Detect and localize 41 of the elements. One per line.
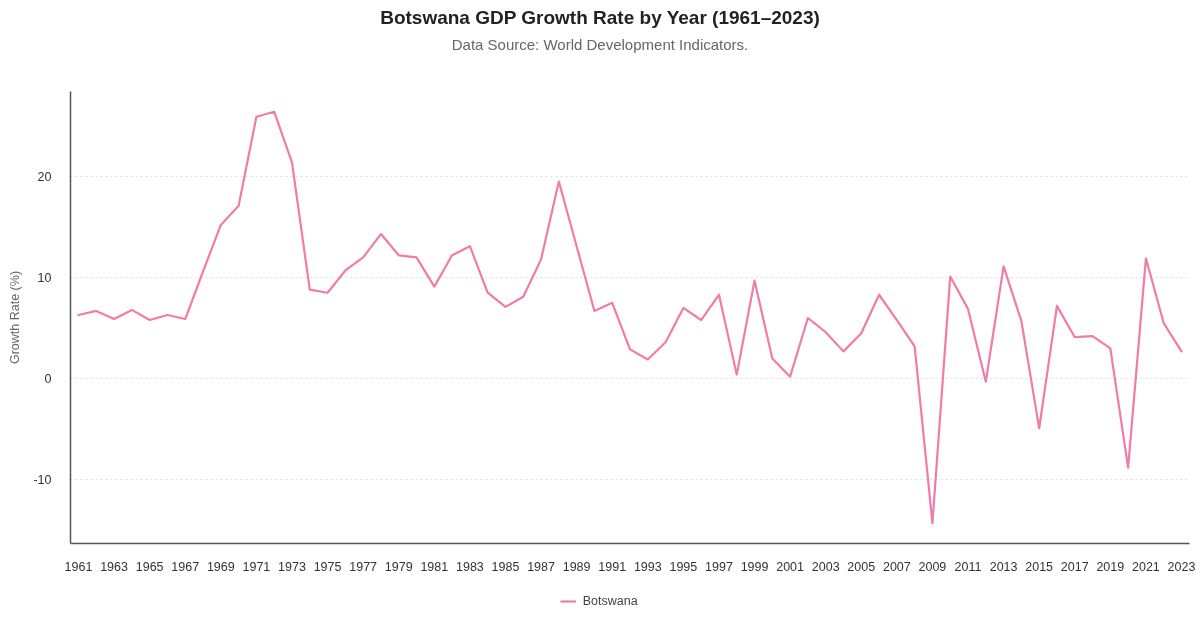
x-tick-label: 1963 xyxy=(100,559,129,574)
chart-subtitle: Data Source: World Development Indicators. xyxy=(451,35,749,55)
y-tick-label: 10 xyxy=(37,271,52,286)
x-tick-label: 2013 xyxy=(989,559,1018,574)
y-tick-label: 0 xyxy=(44,372,52,387)
x-tick-label: 1979 xyxy=(384,559,413,574)
legend-label: Botswana xyxy=(582,594,638,608)
chart-title: Botswana GDP Growth Rate by Year (1961–2023) xyxy=(380,6,820,30)
x-tick-label: 1981 xyxy=(420,559,449,574)
x-tick-label: 1969 xyxy=(206,559,235,574)
x-tick-label: 1975 xyxy=(313,559,342,574)
x-tick-label: 1989 xyxy=(562,559,591,574)
x-tick-label: 1987 xyxy=(527,559,555,574)
x-tick-label: 2011 xyxy=(954,559,982,574)
x-tick-label: 1999 xyxy=(740,559,769,574)
x-tick-label: 1993 xyxy=(633,559,662,574)
x-tick-label: 2007 xyxy=(882,559,911,574)
y-tick-label: -10 xyxy=(33,473,52,488)
x-tick-label: 1965 xyxy=(135,559,164,574)
line-series xyxy=(77,110,1183,525)
x-tick-label: 1977 xyxy=(349,559,378,574)
x-tick-label: 2001 xyxy=(776,559,805,574)
y-axis-title: Growth Rate (%) xyxy=(8,270,23,365)
x-tick-label: 1983 xyxy=(455,559,484,574)
x-tick-label: 1997 xyxy=(705,559,733,574)
y-tick-label: 20 xyxy=(37,169,52,184)
x-tick-label: 2021 xyxy=(1132,559,1160,574)
x-tick-label: 2003 xyxy=(811,559,840,574)
x-tick-label: 1967 xyxy=(171,559,200,574)
x-tick-label: 2019 xyxy=(1096,559,1125,574)
x-tick-label: 2015 xyxy=(1025,559,1054,574)
x-tick-label: 1985 xyxy=(491,559,520,574)
x-tick-label: 2017 xyxy=(1060,559,1089,574)
x-tick-label: 2009 xyxy=(918,559,947,574)
x-tick-label: 1961 xyxy=(64,559,93,574)
x-tick-label: 1991 xyxy=(598,559,627,574)
x-tick-label: 2005 xyxy=(847,559,876,574)
x-tick-label: 1973 xyxy=(278,559,306,574)
x-tick-label: 1971 xyxy=(242,559,271,574)
x-tick-label: 2023 xyxy=(1167,559,1196,574)
x-tick-label: 1995 xyxy=(669,559,698,574)
